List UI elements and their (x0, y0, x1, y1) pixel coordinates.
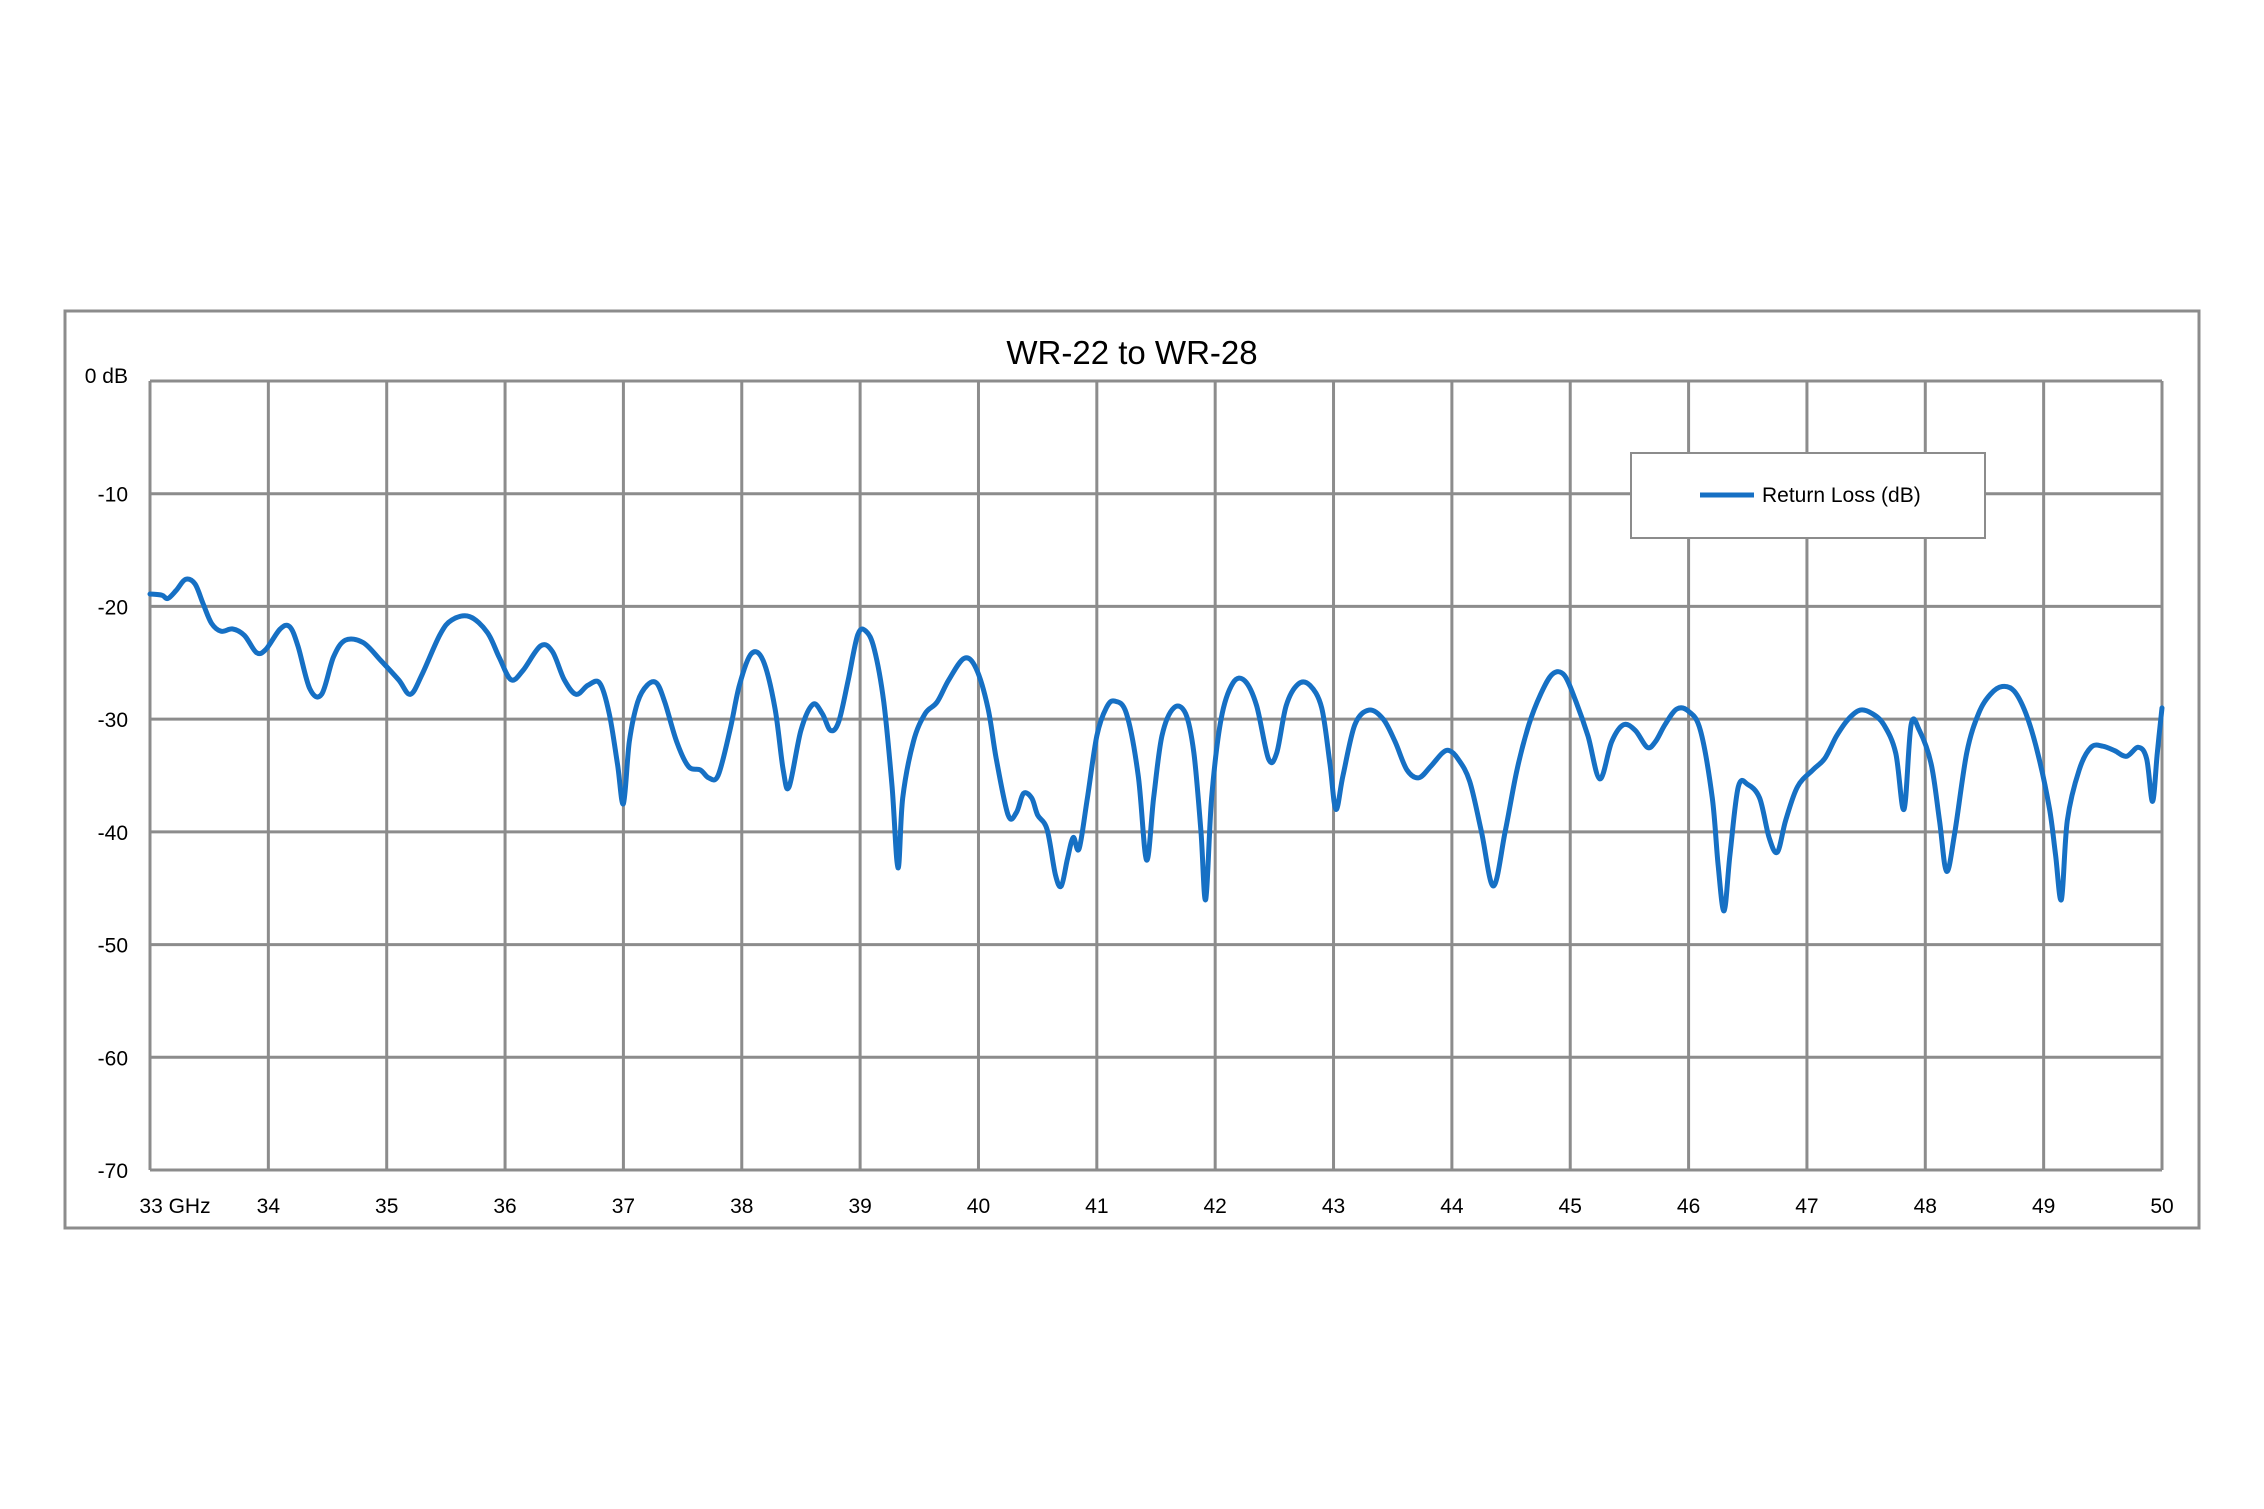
y-tick-label: -20 (98, 596, 128, 619)
y-tick-label: -40 (98, 822, 128, 845)
y-axis-tick-labels: 0 dB -10 -20 -30 -40 -50 -60 -70 (85, 365, 128, 1183)
x-tick-label: 40 (967, 1195, 990, 1218)
plot-grid (148, 379, 2164, 1172)
legend-label: Return Loss (dB) (1762, 484, 1921, 507)
x-tick-label: 42 (1203, 1195, 1226, 1218)
x-tick-label: 37 (612, 1195, 635, 1218)
x-tick-label: 38 (730, 1195, 753, 1218)
y-tick-label: -10 (98, 484, 128, 507)
y-tick-label: -60 (98, 1047, 128, 1070)
legend-box (1630, 452, 1986, 539)
x-tick-label: 39 (848, 1195, 871, 1218)
x-tick-label: 47 (1795, 1195, 1818, 1218)
chart-frame (63, 309, 2201, 1230)
x-tick-label: 36 (493, 1195, 516, 1218)
series-line-return-loss (147, 576, 2165, 914)
x-axis-tick-labels: 33 GHz 34 35 36 37 38 39 40 41 42 43 44 45 46 47 48 49 50 (139, 1195, 2173, 1218)
x-tick-label: 33 GHz (139, 1195, 210, 1218)
x-tick-label: 44 (1440, 1195, 1464, 1218)
x-tick-label: 46 (1677, 1195, 1700, 1218)
x-tick-label: 41 (1085, 1195, 1108, 1218)
x-tick-label: 48 (1914, 1195, 1937, 1218)
y-tick-label: 0 dB (85, 365, 128, 388)
x-tick-label: 45 (1559, 1195, 1582, 1218)
y-tick-label: -70 (98, 1160, 128, 1183)
legend: Return Loss (dB) (1630, 452, 1986, 539)
x-tick-label: 34 (257, 1195, 281, 1218)
y-tick-label: -50 (98, 935, 128, 958)
x-tick-label: 43 (1322, 1195, 1345, 1218)
y-tick-label: -30 (98, 709, 128, 732)
x-tick-label: 50 (2150, 1195, 2173, 1218)
chart-title: WR-22 to WR-28 (1006, 334, 1257, 371)
x-tick-label: 35 (375, 1195, 398, 1218)
x-tick-label: 49 (2032, 1195, 2055, 1218)
